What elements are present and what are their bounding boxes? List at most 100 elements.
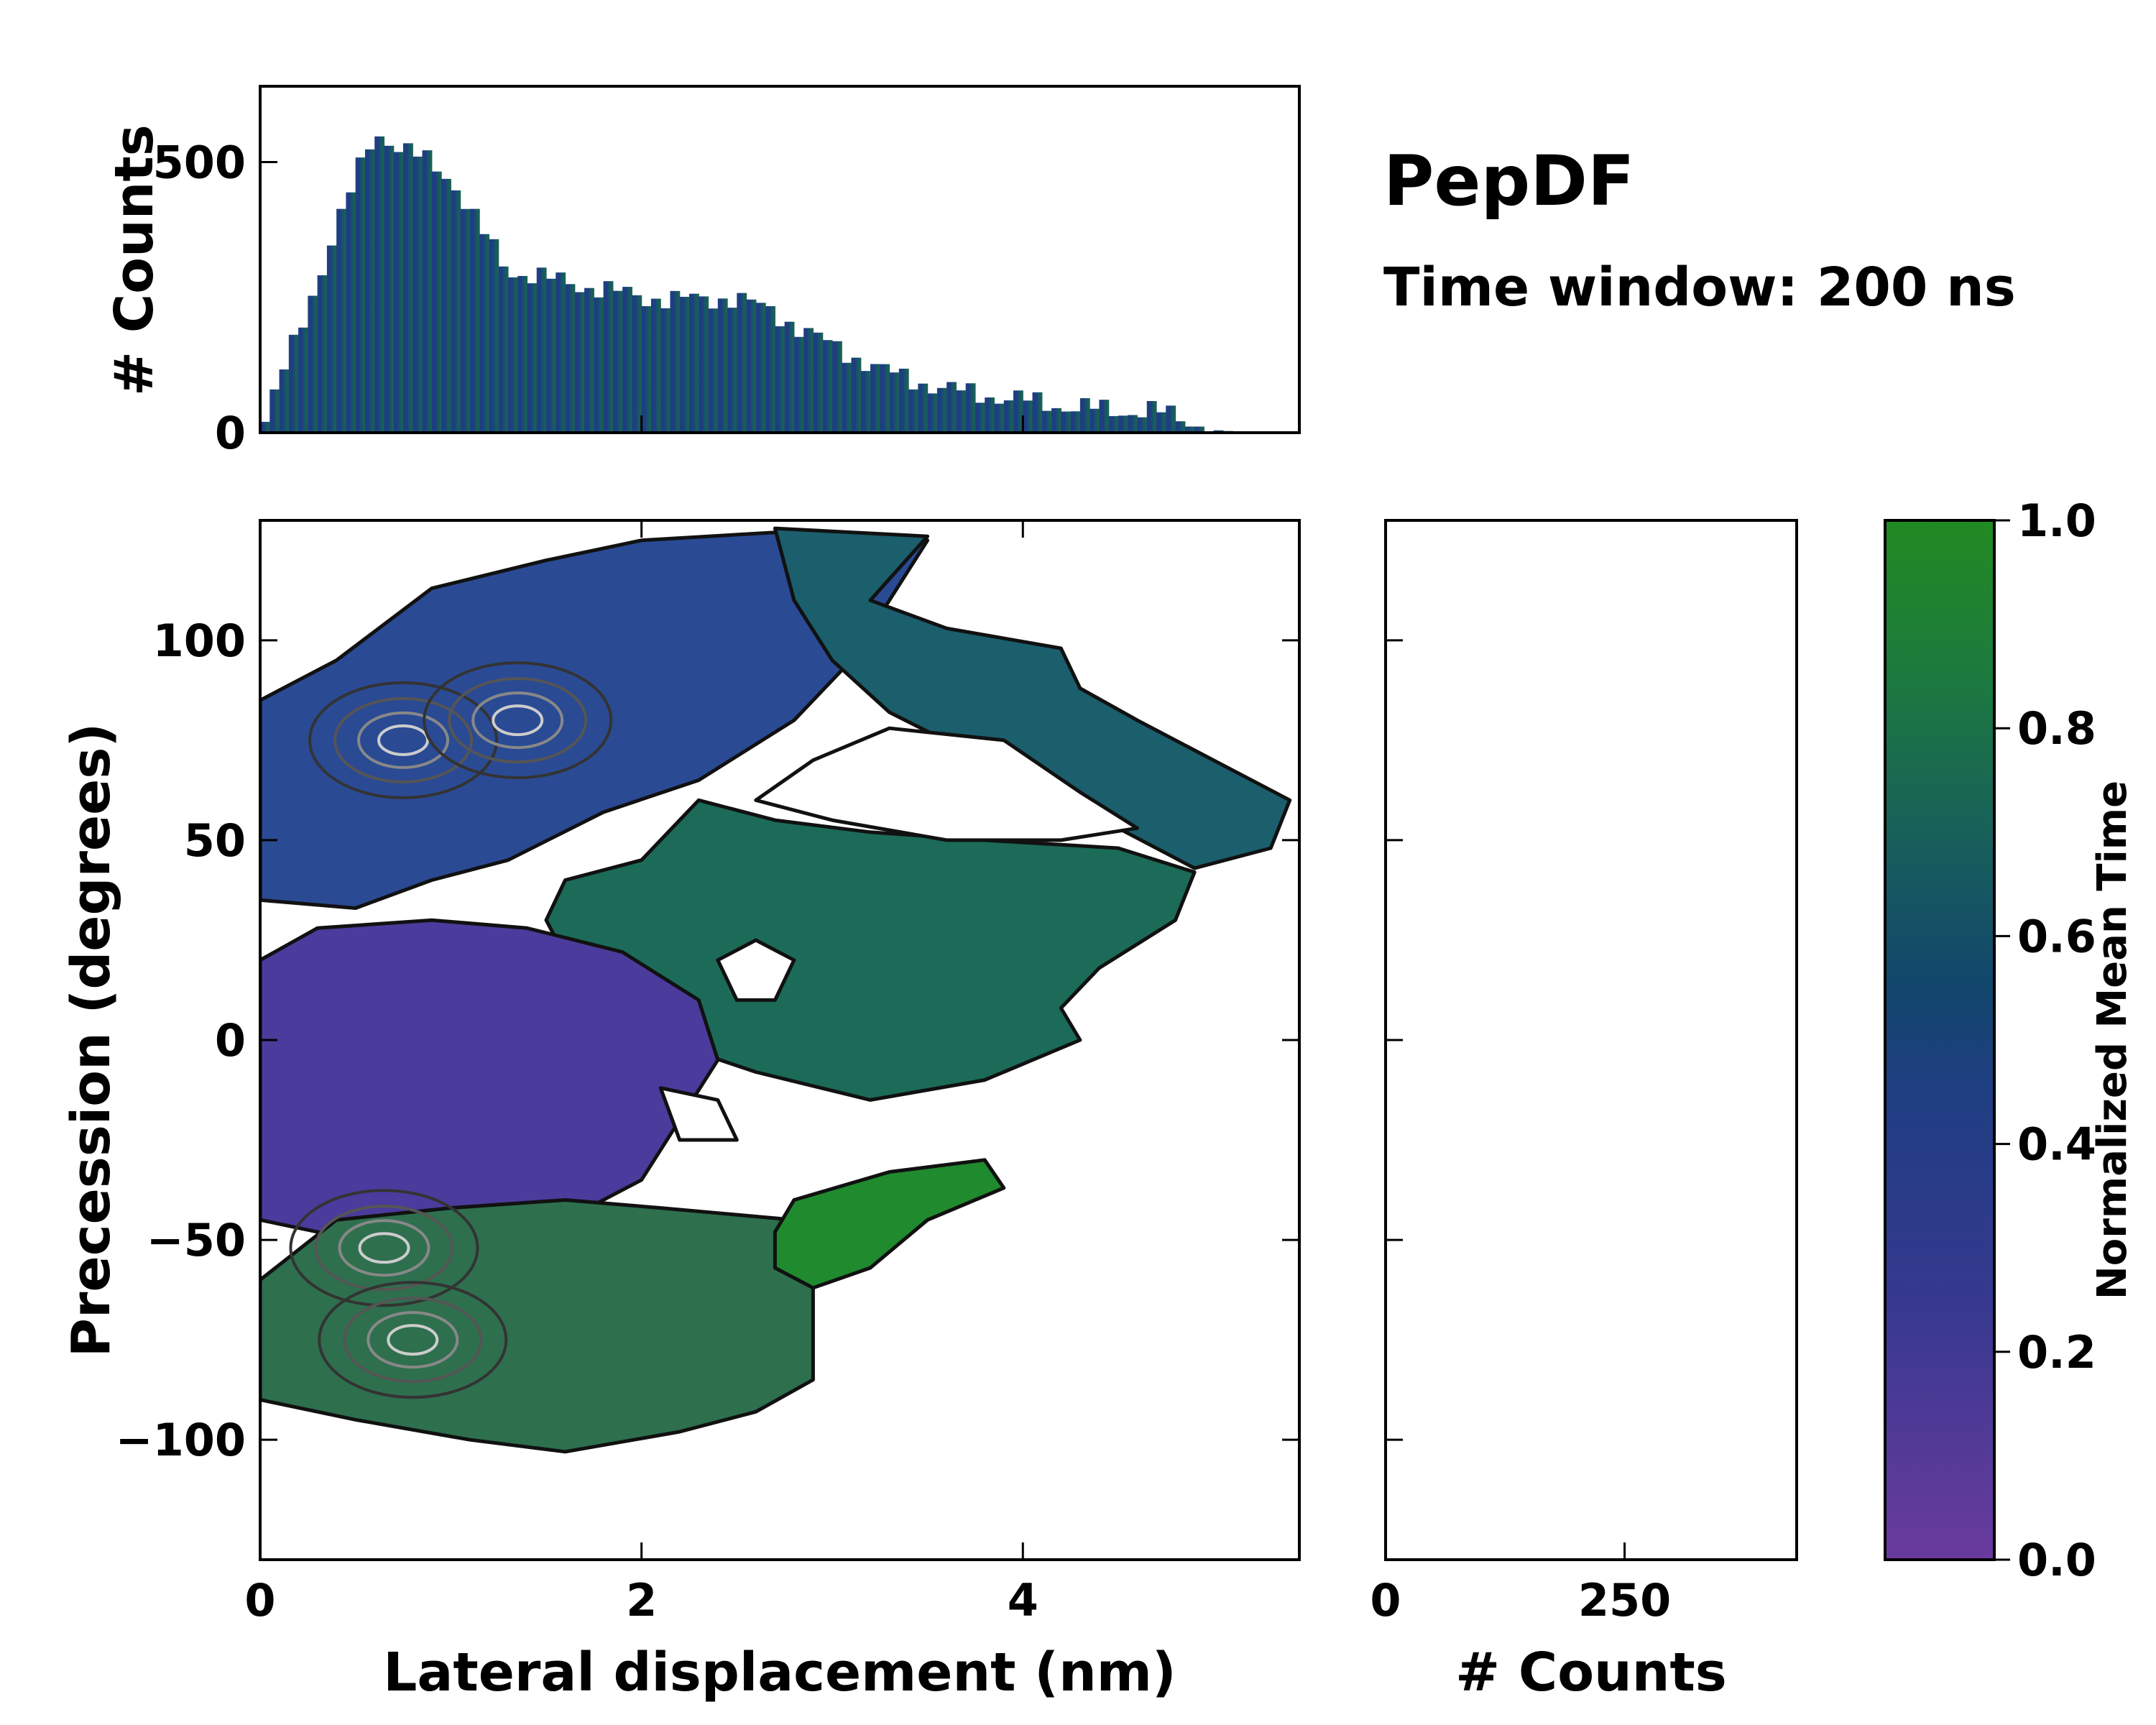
top-histogram-bar	[326, 245, 337, 433]
top-histogram-bar	[650, 298, 661, 433]
main-xtick-label: 2	[626, 1574, 657, 1627]
top-histogram-bar	[1070, 411, 1081, 433]
top-histogram-bar	[755, 303, 766, 433]
right-histogram-xlabel: # Counts	[1455, 1642, 1727, 1703]
top-histogram-bar	[793, 336, 804, 433]
main-ytick-label: 100	[153, 615, 246, 667]
top-histogram-bar	[717, 298, 728, 433]
top-histogram-bar	[402, 143, 413, 433]
heatmap-region-lower-mixed	[260, 1198, 815, 1454]
top-histogram-bar	[479, 234, 489, 433]
density-contour	[358, 1232, 410, 1264]
top-histogram-bar	[822, 340, 833, 433]
density-contour	[367, 1311, 459, 1369]
top-ytick-label: 0	[215, 407, 246, 459]
top-histogram-bar	[679, 296, 690, 433]
top-histogram-bar	[374, 136, 385, 433]
top-histogram-bar	[441, 178, 451, 433]
top-histogram-bar	[384, 145, 395, 433]
main-ytick-label: −100	[116, 1414, 246, 1466]
density-contour	[448, 677, 588, 764]
top-histogram-bar	[298, 327, 308, 433]
top-histogram-bar	[670, 290, 681, 433]
colorbar-ticks: 0.0 0.2 0.4 0.6 0.8 1.0	[1994, 494, 2096, 1586]
top-histogram-bar	[355, 157, 366, 433]
top-histogram-bar	[1023, 400, 1033, 433]
density-contour	[492, 704, 544, 737]
top-histogram-bar	[1118, 415, 1128, 433]
top-histogram-bar	[364, 149, 375, 433]
top-histogram-bar	[1156, 412, 1166, 433]
main-ylabel: Precession (degrees)	[60, 723, 122, 1357]
top-histogram-bar	[498, 266, 509, 433]
top-histogram-bar	[270, 389, 280, 433]
top-histogram-bar	[908, 389, 918, 433]
main-ytick-label: 50	[184, 814, 246, 867]
density-contour	[356, 711, 449, 769]
figure-subtitle: Time window: 200 ns	[1383, 257, 2016, 318]
top-histogram-bar	[346, 192, 356, 433]
top-histogram-bar	[1146, 400, 1157, 433]
top-histogram-bar	[965, 383, 976, 433]
top-histogram-bar	[775, 326, 786, 433]
density-contour	[423, 661, 613, 780]
colorbar-gradient	[1884, 519, 1996, 1561]
top-histogram-bar	[880, 364, 890, 433]
top-histogram-bar	[1099, 400, 1110, 433]
top-histogram-bar	[1175, 421, 1186, 433]
top-histogram-bar	[1137, 417, 1148, 433]
top-histogram-bar	[1041, 410, 1052, 433]
density-contour	[377, 724, 429, 756]
top-histogram-bar	[565, 284, 576, 433]
top-histogram-bar	[956, 390, 967, 433]
colorbar-tick-label: 0.8	[2017, 702, 2096, 755]
right-histogram: 0 250 # Counts	[1370, 519, 1798, 1703]
top-histogram-bar	[765, 306, 775, 433]
top-histogram-bar	[1108, 415, 1119, 433]
density-contour	[338, 1219, 430, 1277]
density-contour	[333, 696, 473, 783]
top-histogram-bar	[431, 171, 442, 433]
right-xtick-label: 0	[1370, 1574, 1401, 1627]
heatmap-holes	[658, 726, 1139, 1142]
main-xtick-label: 0	[244, 1574, 275, 1627]
density-contour	[314, 1205, 454, 1292]
heatmap-hole	[658, 1086, 739, 1142]
top-histogram-bar	[975, 402, 985, 433]
top-histogram-bar	[612, 290, 623, 433]
main-ytick-label: −50	[147, 1214, 246, 1266]
top-histogram-bar	[1003, 400, 1014, 433]
top-histogram-bar	[584, 288, 594, 433]
figure-title: PepDF	[1383, 141, 1634, 221]
top-histogram: 0 500 # Counts	[103, 85, 1301, 459]
top-histogram-bar	[1051, 408, 1061, 433]
top-histogram-bar	[813, 332, 824, 433]
top-histogram-bar	[1013, 390, 1023, 433]
right-histogram-ticks: 0 250	[1370, 639, 1671, 1627]
top-histogram-bar	[889, 372, 900, 433]
density-contour	[471, 691, 564, 750]
colorbar-tick-label: 1.0	[2017, 494, 2096, 547]
top-histogram-bar	[727, 308, 737, 433]
top-histogram-bar	[936, 387, 947, 433]
top-histogram-bar	[746, 299, 757, 433]
heatmap-hole	[716, 938, 796, 1002]
top-histogram-bar	[460, 208, 471, 433]
top-histogram-bar	[946, 382, 957, 433]
top-histogram-bar	[927, 393, 938, 433]
top-histogram-ticks: 0 500	[153, 136, 1024, 459]
top-histogram-bar	[831, 341, 842, 433]
top-histogram-bar	[918, 383, 929, 433]
top-histogram-bar	[279, 369, 290, 433]
heatmap-region-upper-blue	[260, 530, 930, 910]
top-histogram-bar	[688, 293, 699, 433]
colorbar-tick-label: 0.6	[2017, 910, 2096, 962]
top-histogram-bar	[842, 362, 852, 433]
top-histogram-bar	[641, 305, 652, 433]
top-histogram-bar	[1079, 397, 1090, 433]
top-histogram-bar	[860, 371, 871, 433]
main-axis-ticks: 0 2 4 −100 −50 0 50 100	[116, 520, 1299, 1627]
top-histogram-bar	[994, 403, 1005, 433]
top-histogram-bar	[422, 150, 433, 433]
top-histogram-bar	[308, 295, 318, 433]
